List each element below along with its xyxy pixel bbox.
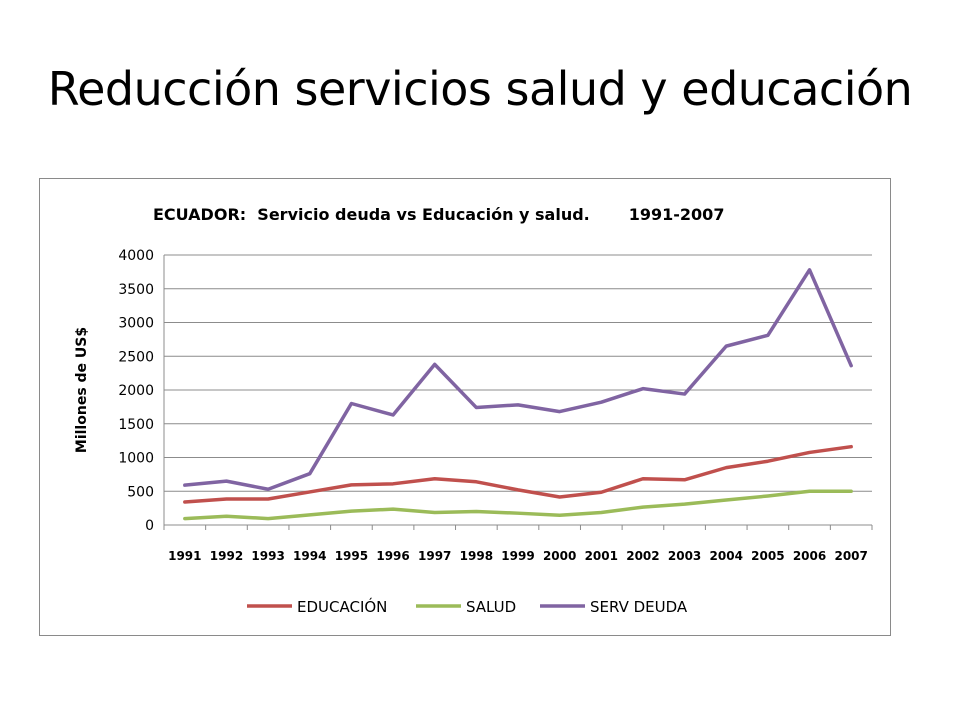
line-chart: ECUADOR: Servicio deuda vs Educación y s… (74, 205, 873, 616)
legend-label: SALUD (466, 598, 516, 616)
series-line-1 (183, 489, 853, 521)
legend-label: EDUCACIÓN (297, 597, 387, 616)
x-tick-label: 1998 (460, 549, 493, 563)
legend: EDUCACIÓN SALUD SERV DEUDA (247, 597, 688, 616)
y-tick-label: 500 (127, 484, 154, 500)
y-tick-label: 0 (145, 518, 154, 534)
x-tick-label: 1993 (251, 549, 284, 563)
x-tick-label: 1996 (376, 549, 409, 563)
x-tick-label: 1992 (210, 549, 243, 563)
y-axis-label: Millones de US$ (74, 327, 90, 453)
x-tick-label: 2005 (751, 549, 784, 563)
y-tick-label: 2000 (118, 383, 154, 399)
gridlines (164, 254, 872, 492)
series-line-0 (183, 444, 853, 504)
x-tick-label: 1995 (335, 549, 368, 563)
x-tick-label: 2001 (585, 549, 618, 563)
axes (163, 255, 873, 530)
x-tick-label: 1999 (501, 549, 534, 563)
y-tick-labels: 0 500 1000 1500 2000 2500 3000 3500 4000 (118, 248, 154, 534)
x-tick-label: 2006 (793, 549, 826, 563)
y-tick-label: 3500 (118, 282, 154, 298)
x-tick-label: 1997 (418, 549, 451, 563)
x-tick-label: 1994 (293, 549, 326, 563)
x-tick-label: 1991 (168, 549, 201, 563)
x-tick-labels: 1991 1992 1993 1994 1995 1996 1997 1998 1999 2000… (168, 549, 868, 563)
y-tick-label: 2500 (118, 349, 154, 365)
y-tick-label: 4000 (118, 248, 154, 264)
x-tick-label: 2000 (543, 549, 576, 563)
y-tick-label: 3000 (118, 316, 154, 332)
y-tick-label: 1500 (118, 417, 154, 433)
x-tick-label: 2007 (834, 549, 867, 563)
series-line-2 (183, 268, 853, 491)
x-tick-label: 2004 (710, 549, 743, 563)
x-tick-label: 2002 (626, 549, 659, 563)
x-tick-label: 2003 (668, 549, 701, 563)
chart-title: ECUADOR: Servicio deuda vs Educación y s… (153, 205, 724, 224)
series-lines (183, 268, 853, 521)
y-tick-label: 1000 (118, 451, 154, 467)
slide-title: Reducción servicios salud y educación (47, 62, 913, 116)
legend-label: SERV DEUDA (590, 598, 688, 616)
chart-frame: ECUADOR: Servicio deuda vs Educación y s… (39, 178, 891, 636)
